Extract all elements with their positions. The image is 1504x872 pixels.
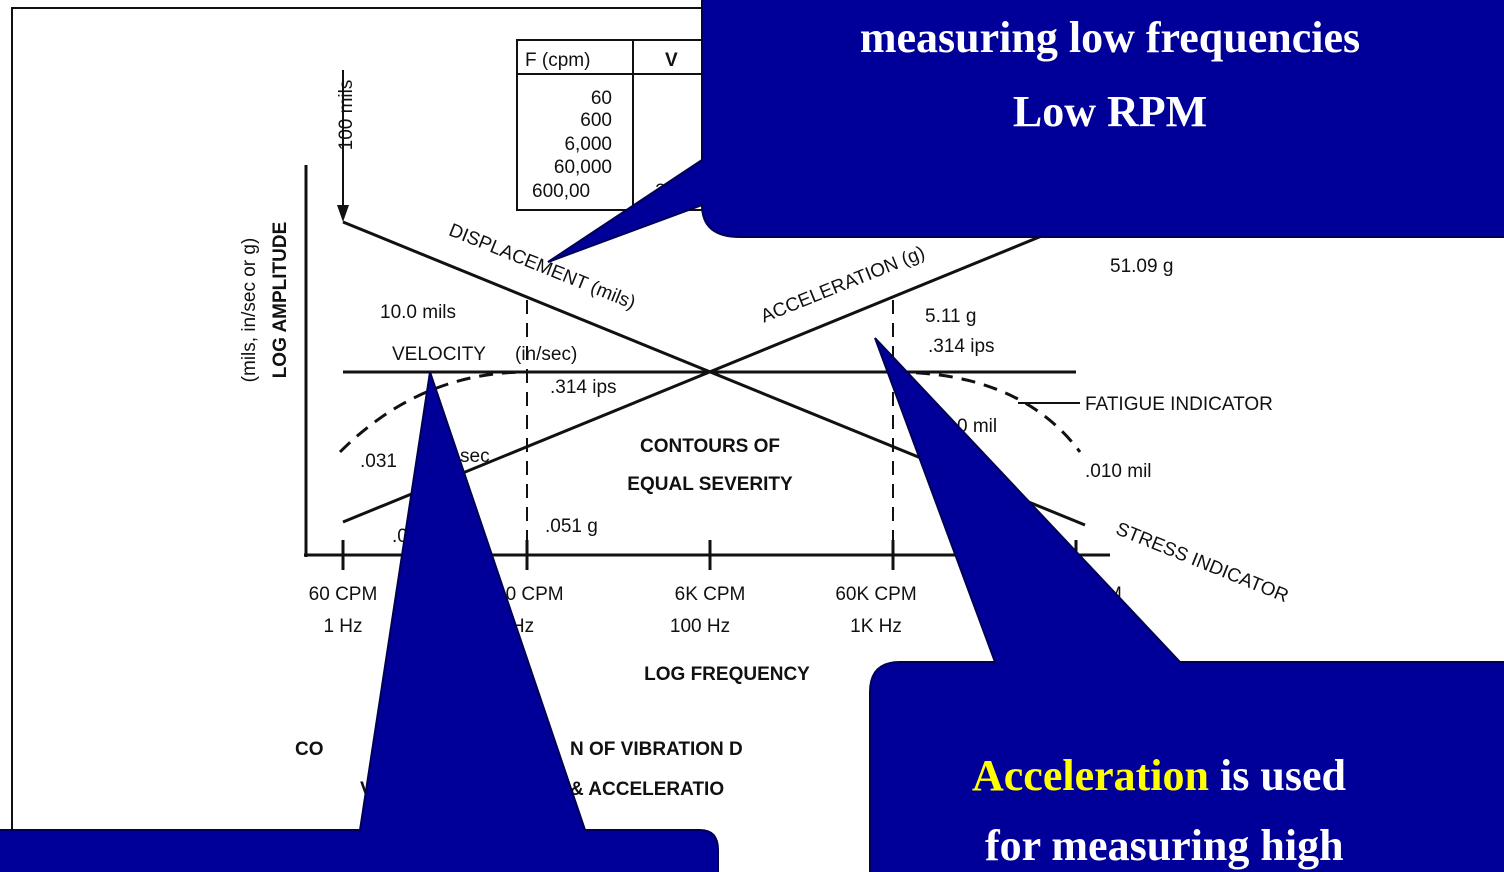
table-cell: 60,000 [554,157,612,178]
caption: CO [295,739,324,760]
label: 10.0 mils [380,302,456,323]
callout-text: Acceleration is used [972,751,1346,800]
x-tick-label: 6K CPM [675,584,746,605]
x-tick-label: 00 CPM [495,584,564,605]
line-label: VELOCITY [392,344,486,365]
table-cell: 600 [580,110,612,131]
fatigue-curve [338,370,528,454]
caption: N OF VIBRATION D [570,739,743,760]
label: FATIGUE INDICATOR [1085,394,1273,415]
label: sec [460,446,490,467]
table-header: V [665,50,678,71]
label: 5.11 g [925,306,976,327]
callout [0,371,719,872]
x-tick-label: 60 CPM [309,584,378,605]
label: EQUAL SEVERITY [627,474,793,495]
x-tick-label: 1K Hz [850,616,902,637]
table-cell: 6,000 [564,134,612,155]
arrowhead [337,205,349,222]
label: .051 g [545,516,598,537]
table-cell: 600,00 [532,181,590,202]
x-tick-label: 1 Hz [323,616,362,637]
callout-highlight: Acceleration [972,751,1209,800]
fatigue-curve [892,370,1082,453]
callout-text: measuring low frequencies [860,13,1360,62]
table-header: F (cpm) [525,50,590,71]
x-axis-title: LOG FREQUENCY [644,664,810,685]
callout [547,0,1504,263]
callout-text: Low RPM [1013,87,1207,136]
label: CONTOURS OF [640,436,780,457]
label: 0 mil [957,416,997,437]
table-cell: 60 [591,88,612,109]
callout-text: is used [1209,751,1346,800]
label: .010 mil [1085,461,1152,482]
label: 51.09 g [1110,256,1173,277]
table: F (cpm) V 60 600 6,000 60,000 600,00 .31… [516,39,718,211]
x-tick-label: 100 Hz [670,616,730,637]
callout [869,337,1504,872]
callout-text: for measuring high [985,821,1344,870]
x-tick-label: 60K CPM [835,584,916,605]
y-axis-units: (mils, in/sec or g) [239,238,260,383]
line-label: (in/sec) [515,344,577,365]
label: .314 ips [550,377,617,398]
label: .314 ips [928,336,995,357]
label: .031 [360,451,397,472]
y-axis-title: LOG AMPLITUDE [270,222,291,379]
caption: & ACCELERATIO [570,779,724,800]
label: 100 mils [336,80,357,151]
